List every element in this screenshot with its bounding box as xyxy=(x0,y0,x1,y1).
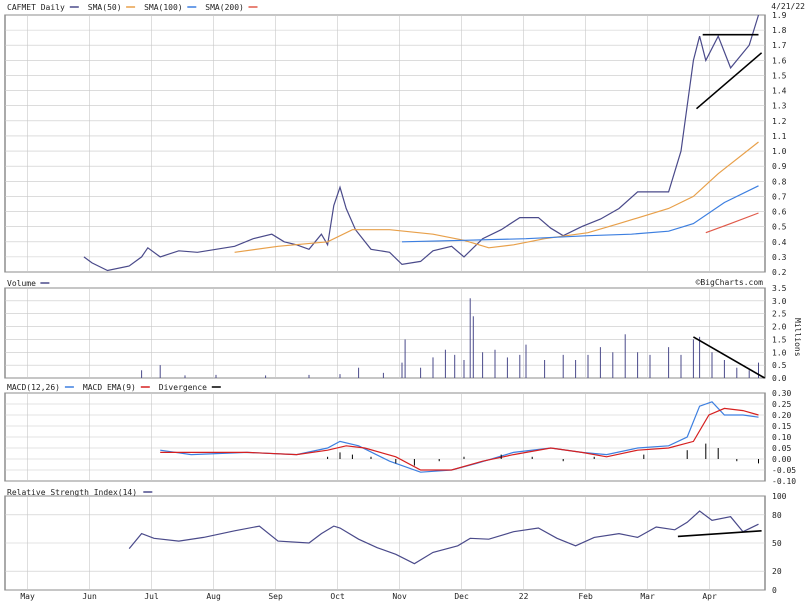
x-axis-month-label: Oct xyxy=(330,592,345,601)
rsi-legend-label: Relative Strength Index(14) xyxy=(7,488,137,497)
trendline-annotation xyxy=(693,336,766,379)
price-legend-label: SMA(50) xyxy=(88,3,122,12)
price-frame xyxy=(4,14,766,273)
macd-ytick-label: 0.10 xyxy=(772,433,791,442)
macd-ytick-label: 0.30 xyxy=(772,389,791,398)
series-line-sma-200- xyxy=(705,212,759,234)
price-panel: 0.2 0.3 0.4 0.5 0.6 0.7 0.8 0.9 1.0 1.1 1.2 1.3 1.4 1… xyxy=(4,3,787,277)
rsi-ytick-label: 20 xyxy=(772,567,782,576)
macd-ytick-label: 0.20 xyxy=(772,411,791,420)
x-axis-month-label: Sep xyxy=(268,592,283,601)
watermark: ©BigCharts.com xyxy=(696,278,764,287)
series-line-sma-50- xyxy=(234,141,759,253)
price-legend-label: CAFMET Daily xyxy=(7,3,65,12)
x-axis-month-label: Dec xyxy=(454,592,469,601)
price-ytick-label: 0.4 xyxy=(772,238,787,247)
macd-ytick-label: 0.25 xyxy=(772,400,791,409)
volume-ytick-label: 1.0 xyxy=(772,348,787,357)
price-ytick-label: 0.5 xyxy=(772,223,787,232)
volume-ytick-label: 0.5 xyxy=(772,361,787,370)
macd-legend-label: Divergence xyxy=(159,383,207,392)
volume-ytick-label: 1.5 xyxy=(772,335,787,344)
price-legend-label: SMA(100) xyxy=(144,3,183,12)
chart-date: 4/21/22 xyxy=(771,2,805,11)
x-axis-month-label: Apr xyxy=(702,592,717,601)
price-ytick-label: 1.7 xyxy=(772,41,787,50)
price-ytick-label: 0.9 xyxy=(772,162,787,171)
trendline-annotation xyxy=(677,530,762,538)
x-axis-month-label: 22 xyxy=(519,592,529,601)
macd-ytick-label: 0.05 xyxy=(772,444,791,453)
rsi-ytick-label: 0 xyxy=(772,586,777,595)
chart-panels: 0.2 0.3 0.4 0.5 0.6 0.7 0.8 0.9 1.0 1.1 1.2 1.3 1.4 1… xyxy=(4,3,802,601)
price-ytick-label: 1.8 xyxy=(772,26,787,35)
volume-panel: 0.0 0.5 1.0 1.5 2.0 2.5 3.0 3.5 Volume Millions xyxy=(4,279,802,383)
volume-legend-label: Volume xyxy=(7,279,36,288)
macd-legend-label: MACD(12,26) xyxy=(7,383,60,392)
price-ytick-label: 0.3 xyxy=(772,253,787,262)
macd-ytick-label: -0.10 xyxy=(772,477,796,486)
x-axis-month-label: Jul xyxy=(144,592,159,601)
volume-ytick-label: 3.5 xyxy=(772,284,787,293)
x-axis-month-label: Feb xyxy=(578,592,593,601)
series-line-relative-strength-index-14- xyxy=(128,510,759,565)
x-axis-month-label: May xyxy=(20,592,35,601)
price-ytick-label: 0.2 xyxy=(772,268,787,277)
series-line-macd-ema-9- xyxy=(160,407,759,471)
series-line-macd-12-26- xyxy=(160,401,759,473)
rsi-ytick-label: 50 xyxy=(772,539,782,548)
price-ytick-label: 1.0 xyxy=(772,147,787,156)
rsi-ytick-label: 80 xyxy=(772,511,782,520)
x-axis-month-label: Jun xyxy=(82,592,97,601)
price-ytick-label: 1.2 xyxy=(772,117,787,126)
price-ytick-label: 0.6 xyxy=(772,208,787,217)
price-ytick-label: 1.4 xyxy=(772,87,787,96)
macd-legend-label: MACD EMA(9) xyxy=(83,383,136,392)
x-axis-month-label: Mar xyxy=(640,592,655,601)
volume-frame xyxy=(4,287,766,379)
price-ytick-label: 0.8 xyxy=(772,177,787,186)
price-ytick-label: 0.7 xyxy=(772,192,787,201)
volume-ytick-label: 3.0 xyxy=(772,297,787,306)
price-ytick-label: 1.9 xyxy=(772,11,787,20)
volume-ytick-label: 2.5 xyxy=(772,310,787,319)
rsi-panel: 0 20 50 80 100 Relative Strength Index(14) xyxy=(4,488,787,595)
price-ytick-label: 1.1 xyxy=(772,132,787,141)
x-axis-month-label: Nov xyxy=(392,592,407,601)
volume-ytick-label: 0.0 xyxy=(772,374,787,383)
rsi-ytick-label: 100 xyxy=(772,492,787,501)
macd-ytick-label: -0.05 xyxy=(772,466,796,475)
price-ytick-label: 1.5 xyxy=(772,71,787,80)
x-axis-month-label: Aug xyxy=(206,592,221,601)
macd-panel: -0.10 -0.05 0.00 0.05 0.10 0.15 0.20 0.25 0.30 MA… xyxy=(4,383,796,486)
price-ytick-label: 1.6 xyxy=(772,56,787,65)
macd-ytick-label: 0.15 xyxy=(772,422,791,431)
series-line-sma-100- xyxy=(401,185,759,243)
price-ytick-label: 1.3 xyxy=(772,102,787,111)
price-legend-label: SMA(200) xyxy=(205,3,244,12)
series-line-cafmet-daily xyxy=(83,14,760,272)
trendline-annotation xyxy=(695,52,763,110)
volume-unit-label: Millions xyxy=(793,318,802,357)
volume-ytick-label: 2.0 xyxy=(772,323,787,332)
macd-ytick-label: 0.00 xyxy=(772,455,791,464)
